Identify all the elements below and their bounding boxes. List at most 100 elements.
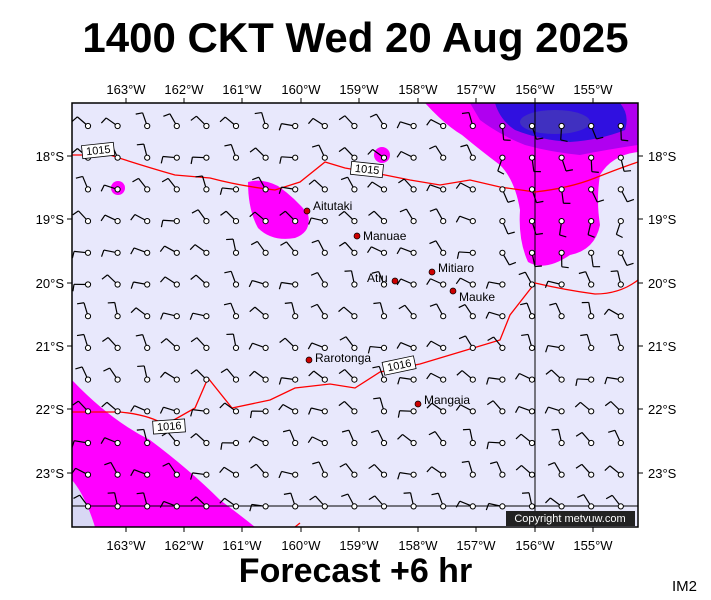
wind-barb — [135, 112, 151, 130]
wind-barb — [100, 214, 121, 225]
wind-barb — [458, 335, 476, 351]
wind-barb — [547, 462, 565, 478]
wind-barb — [248, 436, 269, 447]
wind-barb — [137, 365, 151, 383]
wind-barb — [610, 270, 624, 288]
wind-barb — [190, 408, 210, 417]
lat-tick-label: 23°S — [648, 466, 677, 481]
wind-barb — [339, 336, 358, 351]
wind-barb — [431, 492, 447, 510]
wind-barb — [577, 494, 595, 510]
wind-barb — [372, 365, 388, 383]
lon-tick-label: 160°W — [281, 538, 321, 553]
wind-barb — [461, 111, 476, 130]
wind-barb — [252, 176, 269, 193]
wind-barb — [587, 218, 595, 238]
isobar-label-text: 1015 — [86, 144, 112, 158]
wind-barb — [132, 177, 151, 193]
wind-barb — [279, 337, 299, 351]
wind-barb — [549, 302, 565, 320]
wind-barb — [528, 218, 543, 236]
wind-barb — [588, 122, 604, 140]
wind-barb — [429, 240, 447, 256]
wind-barb — [369, 113, 388, 130]
wind-barb — [279, 154, 299, 164]
wind-barb — [278, 186, 299, 195]
isobar-label-1: 1015 — [81, 141, 116, 160]
wind-barb — [581, 301, 595, 320]
lon-tick-label: 157°W — [456, 538, 496, 553]
wind-barb — [72, 400, 92, 415]
wind-barb — [615, 218, 624, 239]
wind-barb — [429, 208, 447, 225]
wind-barb — [73, 494, 92, 510]
wind-barb — [309, 495, 328, 510]
page-title: 1400 CKT Wed 20 Aug 2025 — [82, 14, 629, 61]
wind-barb — [497, 154, 506, 175]
isobar-1016 — [72, 279, 638, 426]
wind-barb — [130, 213, 151, 225]
wind-barb — [373, 397, 388, 415]
wind-barb — [604, 401, 624, 415]
wind-barb — [373, 302, 388, 320]
wind-barb — [514, 372, 536, 383]
wind-barb — [610, 333, 624, 351]
wind-barb — [617, 186, 635, 203]
lon-tick-label: 161°W — [222, 538, 262, 553]
wind-barb — [249, 408, 269, 419]
wind-barb — [486, 439, 506, 450]
place-mauke: Mauke — [449, 287, 495, 304]
wind-barbs — [72, 111, 635, 512]
wind-barb — [190, 274, 210, 288]
wind-barb — [219, 186, 240, 195]
wind-barb — [101, 401, 121, 415]
wind-barb — [190, 369, 210, 383]
wind-barb — [397, 433, 417, 447]
wind-barb — [426, 466, 447, 478]
wind-barb — [429, 145, 447, 161]
wind-barb — [429, 303, 447, 320]
wind-barb — [249, 147, 269, 161]
lon-tick-label: 158°W — [398, 82, 438, 97]
isobar-label-4: 1016 — [152, 418, 186, 435]
wind-barb — [250, 463, 269, 478]
wind-barb — [308, 217, 328, 225]
wind-barb — [340, 176, 358, 193]
wind-barb — [312, 461, 328, 478]
wind-barb — [396, 278, 417, 288]
wind-barb — [617, 249, 634, 267]
wind-barb — [338, 210, 358, 225]
wind-barb — [521, 492, 536, 510]
wind-barb — [558, 154, 574, 172]
wind-barb — [371, 270, 388, 288]
wind-barb — [528, 154, 541, 173]
wind-barb — [341, 429, 358, 447]
lat-tick-label: 22°S — [36, 402, 65, 417]
wind-barb — [338, 368, 358, 383]
wind-barb — [403, 492, 417, 510]
place-aitutaki: Aitutaki — [303, 199, 352, 215]
place-mangaia: Mangaia — [414, 393, 470, 408]
wind-barb — [528, 122, 544, 140]
wind-barb — [282, 429, 299, 447]
wind-barb — [455, 182, 476, 193]
wind-barb — [163, 113, 180, 130]
wind-barb — [278, 470, 299, 479]
wind-barb — [130, 469, 151, 478]
wind-barb — [338, 147, 358, 161]
wind-barb — [487, 336, 506, 351]
wind-barb — [135, 334, 151, 351]
copyright-box: Copyright metvuw.com — [506, 511, 635, 526]
wind-barb — [311, 144, 328, 161]
wind-barb — [397, 408, 417, 418]
wind-barb — [551, 428, 565, 447]
isobar-label-text: 1016 — [386, 358, 412, 375]
isobar-label-3: 1016 — [381, 355, 417, 376]
wind-barb — [159, 406, 180, 415]
wind-barb — [426, 372, 447, 383]
isobar-label-2: 1015 — [349, 160, 384, 179]
wind-barb — [575, 376, 595, 386]
wind-barb — [396, 121, 417, 130]
wind-barb — [605, 494, 624, 510]
